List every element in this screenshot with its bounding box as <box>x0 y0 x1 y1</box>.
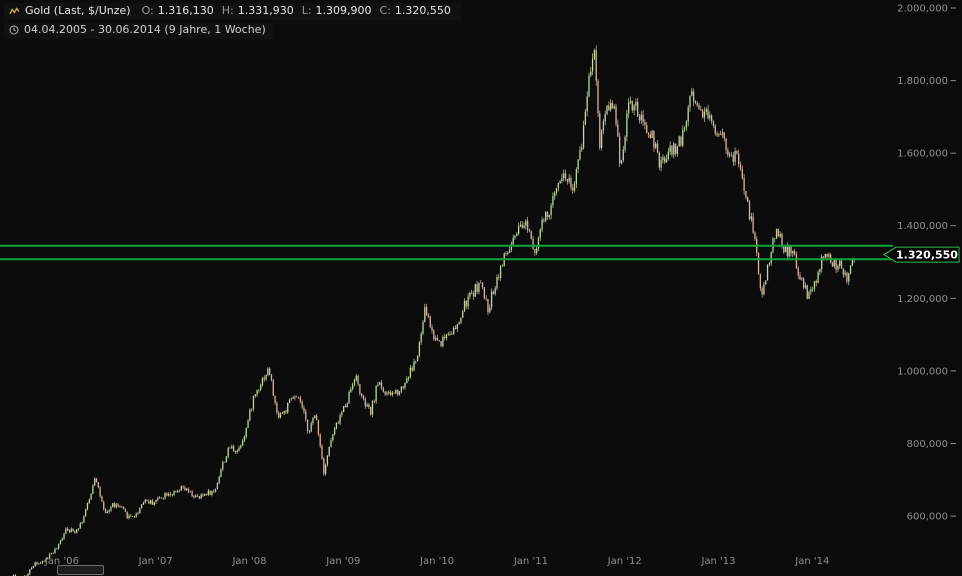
chart-header: Gold (Last, $/Unze) O: 1.316,130 H: 1.33… <box>4 3 462 41</box>
x-tick-label: Jan '11 <box>513 556 548 567</box>
x-tick-label: Jan '10 <box>419 556 454 567</box>
instrument-name: Gold (Last, $/Unze) <box>25 4 131 17</box>
x-axis-scroll-handle[interactable] <box>57 565 104 575</box>
instrument-icon <box>9 6 20 17</box>
clock-icon <box>9 25 19 35</box>
price-tag-arrow[interactable] <box>883 246 960 263</box>
x-tick-label: Jan '13 <box>700 556 735 567</box>
close-label: C: <box>379 4 391 17</box>
y-tick-label: 1.400,000 <box>897 221 948 232</box>
x-tick-label: Jan '07 <box>138 556 173 567</box>
open-value: 1.316,130 <box>157 4 214 17</box>
x-tick-label: Jan '14 <box>794 556 829 567</box>
alert-lines[interactable] <box>0 244 893 261</box>
y-tick-label: 800,000 <box>907 439 948 450</box>
low-value: 1.309,900 <box>315 4 372 17</box>
ohlc-readout: O: 1.316,130 H: 1.331,930 L: 1.309,900 C… <box>142 4 455 18</box>
x-tick-label: Jan '12 <box>607 556 642 567</box>
x-tick-label: Jan '09 <box>325 556 360 567</box>
y-tick-label: 2.000,000 <box>897 4 948 15</box>
high-value: 1.331,930 <box>237 4 294 17</box>
instrument-info-pill: Gold (Last, $/Unze) O: 1.316,130 H: 1.33… <box>4 3 462 20</box>
y-tick-label: 600,000 <box>907 512 948 523</box>
chart-plot-area[interactable] <box>0 0 893 576</box>
x-tick-label: Jan '08 <box>231 556 266 567</box>
y-tick-label: 1.000,000 <box>897 366 948 377</box>
candlestick-series <box>12 45 855 576</box>
high-label: H: <box>221 4 234 17</box>
current-price-tag[interactable]: 1.320,550 <box>883 246 960 263</box>
time-axis[interactable]: Jan '06 Jan '07 Jan '08 Jan '09 Jan '10 Jan '… <box>44 556 829 567</box>
close-value: 1.320,550 <box>394 4 451 17</box>
date-range-label: 04.04.2005 - 30.06.2014 (9 Jahre, 1 Woch… <box>24 23 266 36</box>
y-tick-label: 1.800,000 <box>897 76 948 87</box>
y-tick-label: 1.600,000 <box>897 149 948 160</box>
open-label: O: <box>141 4 154 17</box>
price-tag-value: 1.320,550 <box>896 248 958 261</box>
low-label: L: <box>301 4 312 17</box>
x-tick-label: Jan '06 <box>44 556 79 567</box>
y-tick-label: 1.200,000 <box>897 294 948 305</box>
date-range-pill: 04.04.2005 - 30.06.2014 (9 Jahre, 1 Woch… <box>4 22 273 39</box>
price-axis[interactable]: 2.000,000 1.800,000 1.600,000 1.400,000 1.20… <box>897 4 956 523</box>
